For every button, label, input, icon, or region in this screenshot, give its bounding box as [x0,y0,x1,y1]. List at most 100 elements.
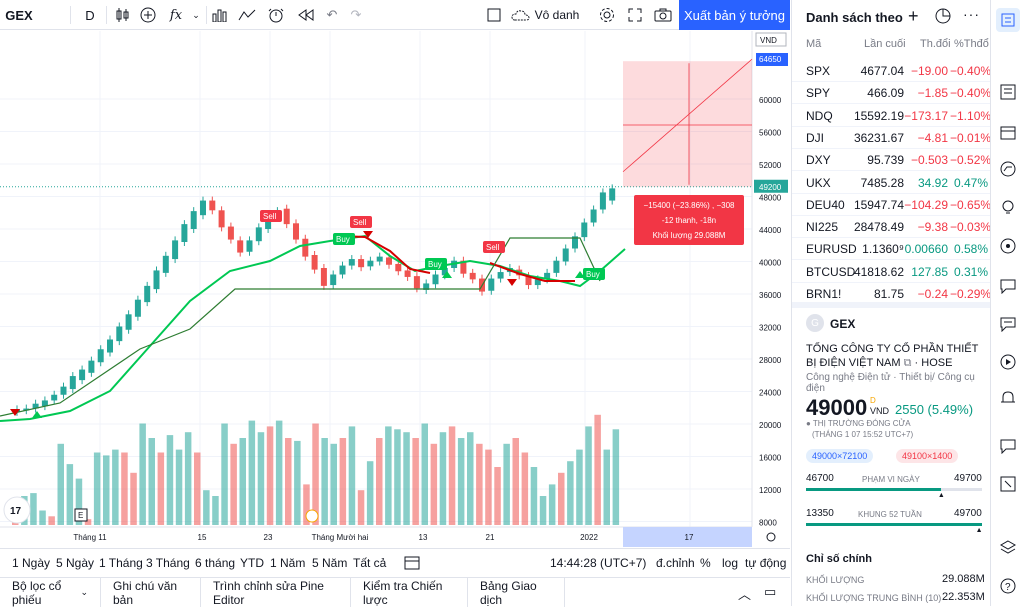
streams-icon[interactable] [1000,354,1016,375]
volume-bar [248,420,256,525]
watchlist-row[interactable]: DEU40 15947.74 −104.29 −0.65% [792,194,991,216]
add-symbol-icon[interactable]: + [908,6,919,26]
pulse-icon[interactable] [1000,238,1016,259]
auto-toggle[interactable]: tự động [745,556,787,570]
watchlist-row[interactable]: BTCUSD 41818.62 127.85 0.31% [792,261,991,283]
help-icon[interactable]: ? [1000,578,1016,599]
percent-toggle[interactable]: % [700,556,711,570]
volume-value: 29.088M [942,573,985,585]
layout-icon[interactable] [484,4,504,26]
ideas-icon[interactable] [1000,200,1016,221]
watchlist-row[interactable]: DJI 36231.67 −4.81 −0.01% [792,127,991,149]
watchlist-row[interactable]: NI225 28478.49 −9.38 −0.03% [792,216,992,239]
col-change[interactable]: Th.đổi [920,38,951,50]
external-link-icon[interactable]: ⧉ [903,357,912,369]
more-options-icon[interactable]: ··· [963,6,980,22]
tab-trading-panel[interactable]: Bảng Giao dịch [468,578,565,607]
watchlist-row[interactable]: DXY 95.739 −0.503 −0.52% [792,149,991,172]
chevron-up-icon[interactable]: ︿ [738,587,752,602]
right-sidebar: ? [990,0,1024,606]
range-3m[interactable]: 3 Tháng [146,556,190,570]
row-change-pct: −0.03% [950,220,992,235]
key-stats-title[interactable]: Chỉ số chính [806,553,872,565]
tab-pine-editor[interactable]: Trình chỉnh sửa Pine Editor [201,578,351,607]
candle-body [60,386,67,395]
range-6m[interactable]: 6 tháng [195,556,236,570]
watchlist-row[interactable]: SPX 4677.04 −19.00 −0.40% [792,60,991,82]
redo-icon[interactable]: ↷ [350,7,362,22]
adjust-toggle[interactable]: đ.chỉnh [656,556,695,570]
volume-bar [130,472,137,525]
layers-icon[interactable] [999,540,1017,561]
volume-bar [439,432,447,525]
goto-date-icon[interactable] [404,554,420,573]
news-icon[interactable] [1000,84,1016,105]
chart-templates-icon[interactable] [236,4,258,26]
calendar-icon[interactable] [1000,124,1016,145]
alert-icon[interactable] [265,4,287,26]
indicators-button[interactable]: fx [169,7,183,23]
row-last: 7485.28 [860,175,904,190]
compare-add-icon[interactable] [138,4,158,26]
bid-badge[interactable]: 49000×72100 [806,449,874,463]
range-ytd[interactable]: YTD [240,556,264,570]
ask-badge[interactable]: 49100×1400 [896,449,959,463]
watchlist-row[interactable]: UKX 7485.28 34.92 0.47% [792,172,991,194]
volume-bar [612,429,620,525]
top-toolbar: GEX D fx ⌄ ↶ ↷ Vô danh Xuất bản ý tưởng [0,0,790,30]
row-symbol: BRN1! [806,287,842,301]
watchlist-row[interactable]: EURUSD 1.1360⁹ 0.00660 0.58% [792,238,991,261]
publish-idea-button[interactable]: Xuất bản ý tưởng [679,0,790,30]
tab-stock-screener[interactable]: Bộ lọc cổ phiếu ⌄ [0,578,101,607]
col-symbol[interactable]: Mã [806,38,822,50]
symbol-logo: G [806,314,824,332]
maximize-icon[interactable]: ▭ [764,584,777,599]
col-change-pct[interactable]: %Thđổ [954,38,989,50]
row-last: 36231.67 [853,130,904,145]
chevron-down-icon[interactable]: ⌄ [192,9,200,20]
range-5d[interactable]: 5 Ngày [56,556,95,570]
undo-icon[interactable]: ↶ [326,7,338,22]
bell-icon[interactable] [1000,390,1016,411]
chat-icon[interactable] [1000,278,1016,299]
interval-button[interactable]: D [85,7,95,23]
bar-chart-icon[interactable] [210,4,230,26]
order-panel-icon[interactable] [1000,476,1016,497]
clock-time[interactable]: 14:44:28 (UTC+7) [550,556,647,570]
chart-area[interactable]: 64650 60000 56000 52000 48000 44000 40000 36000… [0,31,790,547]
hotlist-icon[interactable] [1000,161,1016,182]
range-1y[interactable]: 1 Năm [270,556,306,570]
tab-strategy-tester[interactable]: Kiểm tra Chiến lược [351,578,468,607]
private-chat-icon[interactable] [1000,316,1016,337]
fullscreen-icon[interactable] [624,4,646,26]
watchlist-row[interactable]: NDQ 15592.19 −173.17 −1.10% [792,105,991,127]
industry[interactable]: Thiết bị/ Công cụ điện [806,372,975,394]
range-5y[interactable]: 5 Năm [312,556,348,570]
chat-bubble-icon[interactable] [1000,438,1016,459]
price-chart[interactable]: 64650 60000 56000 52000 48000 44000 40000 36000… [0,31,790,547]
row-change-pct: −0.40% [950,64,992,78]
log-toggle[interactable]: log [722,556,739,570]
watchlist-title[interactable]: Danh sách theo [806,10,903,25]
symbol-search[interactable]: GEX [5,7,33,23]
candle-body [330,274,337,286]
range-1m[interactable]: 1 Tháng [99,556,143,570]
settings-gear-icon[interactable] [596,4,618,26]
layout-name[interactable]: Vô danh [510,4,580,26]
week52-label: KHUNG 52 TUẦN [858,510,922,519]
candle-body [181,224,188,242]
range-all[interactable]: Tất cả [353,556,387,570]
col-last[interactable]: Lần cuối [864,38,906,50]
dom-icon[interactable] [935,8,951,29]
price-tick-label: 12000 [759,486,782,495]
watchlist-icon[interactable] [996,8,1020,32]
candle-style-icon[interactable] [112,4,134,26]
watchlist-row[interactable]: SPY 466.09 −1.85 −0.40% [792,82,991,105]
replay-icon[interactable] [295,4,317,26]
sector[interactable]: Công nghệ Điện tử [806,372,891,383]
time-tick-label: 15 [198,533,207,542]
tab-text-notes[interactable]: Ghi chú văn bản [101,578,201,607]
range-1d[interactable]: 1 Ngày [12,556,51,570]
camera-icon[interactable] [652,4,674,26]
detail-symbol[interactable]: GEX [830,317,856,331]
